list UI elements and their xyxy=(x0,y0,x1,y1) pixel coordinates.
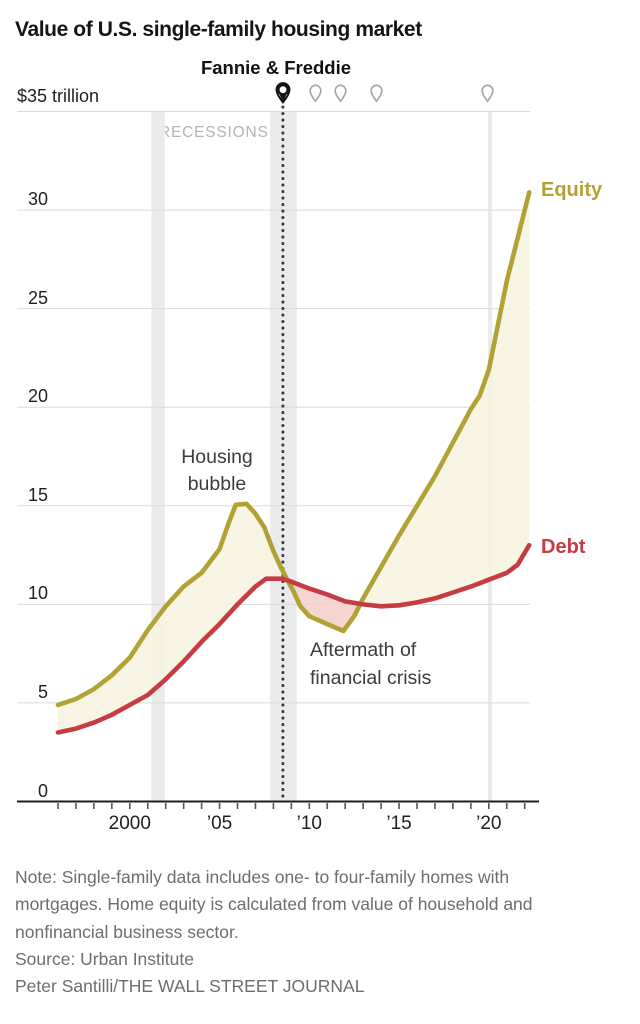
y-axis-tick-label: 20 xyxy=(27,386,48,407)
map-pin-icon xyxy=(480,84,494,108)
note-line: nonfinancial business sector. xyxy=(15,921,239,942)
equity-series-label: Equity xyxy=(541,179,603,201)
annotation-line: Housing xyxy=(181,446,253,468)
source-line: Source: Urban Institute xyxy=(15,948,194,969)
chart-canvas xyxy=(17,105,539,809)
x-axis-tick-label: 2000 xyxy=(108,813,151,834)
debt-line xyxy=(55,542,532,735)
annotation-line: Aftermath of xyxy=(310,639,417,661)
y-axis-tick-label: 0 xyxy=(37,780,48,801)
y-axis-tick-label: 10 xyxy=(27,583,48,604)
recessions-label: RECESSIONS xyxy=(159,124,269,141)
map-pin-icon xyxy=(370,84,384,108)
map-pin-icon xyxy=(308,84,322,108)
recession-band xyxy=(151,111,165,802)
x-axis-tick-label: ’20 xyxy=(476,813,502,834)
annotation-line: financial crisis xyxy=(310,666,432,689)
credit-line: Peter Santilli/THE WALL STREET JOURNAL xyxy=(15,976,365,997)
map-pin-icon xyxy=(334,84,348,108)
debt-fill xyxy=(287,580,361,631)
debt-series-label: Debt xyxy=(541,536,586,558)
fannie-freddie-label: Fannie & Freddie xyxy=(200,57,352,78)
equity-fill xyxy=(58,503,288,733)
x-axis-tick-label: ’15 xyxy=(386,813,412,834)
footer: Note: Single-family data includes one- t… xyxy=(15,864,630,1000)
equity-fill xyxy=(360,192,530,607)
note-line: mortgages. Home equity is calculated fro… xyxy=(15,894,533,915)
annotation-line: bubble xyxy=(187,473,247,495)
note-line: Note: Single-family data includes one- t… xyxy=(15,867,510,887)
x-axis-tick-label: ’10 xyxy=(296,813,322,834)
y-axis-tick-label: 30 xyxy=(27,189,48,210)
annotation-aftermath: Aftermath of financial crisis xyxy=(310,637,431,692)
map-pin-icon-highlighted xyxy=(275,82,291,109)
y-axis-unit-label: $35 trillion xyxy=(17,86,100,106)
x-axis-tick-label: ’05 xyxy=(206,813,233,834)
y-axis-tick-label: 5 xyxy=(37,681,48,702)
page-title: Value of U.S. single-family housing mark… xyxy=(15,18,422,41)
annotation-housing-bubble: Housing bubble xyxy=(181,444,253,498)
y-axis-tick-label: 15 xyxy=(27,484,48,505)
y-axis-tick-label: 25 xyxy=(27,287,48,308)
